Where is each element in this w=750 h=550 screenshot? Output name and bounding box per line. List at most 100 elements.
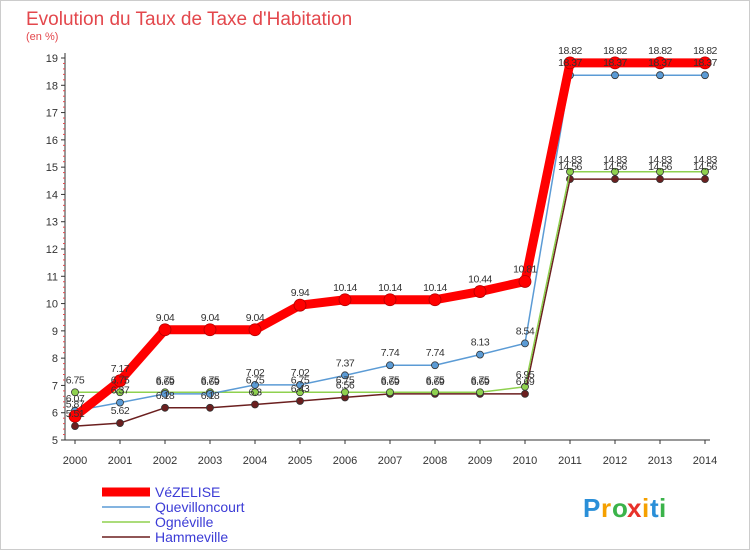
x-tick-label: 2008	[423, 455, 447, 467]
data-point	[116, 419, 124, 427]
data-label: 9.94	[291, 287, 310, 299]
data-label: 5.62	[111, 405, 130, 417]
data-label: 7.02	[291, 367, 310, 379]
data-label: 6.69	[201, 376, 220, 388]
series-labels-2: 6.75 6.75 6.75 6.75 6.75 6.75 6.75 6.75 6.75 6.75…	[66, 154, 718, 386]
y-tick-label: 18	[46, 80, 58, 92]
data-point	[338, 293, 352, 307]
data-label: 7.17	[111, 363, 130, 375]
y-tick-label: 14	[46, 189, 58, 201]
data-point	[113, 374, 127, 388]
data-label: 18.82	[558, 45, 582, 57]
data-point	[251, 400, 259, 409]
series-labels-3: 5.51 5.626.18 6.18 6.3 6.43 6.56 6.69 6.69 6.69 6…	[66, 161, 718, 420]
data-label: 6.75	[111, 374, 130, 386]
series-0	[68, 56, 712, 423]
axes: 5 6 7 8 9 10 11 12 13 14 15 16 17 18 19 2000 2001 2002 200…	[46, 53, 717, 467]
x-tick-label: 2001	[108, 455, 132, 467]
data-label: 14.56	[558, 161, 582, 173]
data-label: 7.02	[246, 367, 265, 379]
series-labels-1: 6.07 6.37 6.69 6.69 7.02 7.02 7.37 7.74 7.74 8.13…	[66, 57, 718, 405]
data-point	[428, 293, 442, 307]
x-tick-label: 2003	[198, 455, 222, 467]
data-label: 6.37	[111, 385, 130, 397]
data-point	[248, 323, 262, 337]
data-label: 6.56	[336, 379, 355, 391]
data-point	[608, 56, 622, 70]
data-label: 14.83	[603, 154, 627, 166]
x-tick-label: 2002	[153, 455, 177, 467]
data-point	[68, 409, 82, 423]
data-label: 6.43	[291, 383, 310, 395]
data-point	[521, 389, 529, 398]
logo-letter: r	[601, 493, 611, 523]
legend-label: Ognéville	[155, 514, 214, 530]
data-point	[386, 361, 394, 370]
data-label: 7.37	[336, 357, 355, 369]
data-label: 10.44	[468, 274, 492, 286]
data-point	[521, 382, 529, 391]
data-label: 6.75	[426, 374, 445, 386]
data-label: 6.75	[201, 374, 220, 386]
logo-letter: i	[659, 493, 666, 523]
series-labels-0: 5.87 7.17 9.04 9.04 9.04 9.94 10.14 10.14 10.14 1…	[66, 45, 718, 410]
data-label: 6.95	[516, 369, 535, 381]
logo-letter: P	[583, 493, 600, 523]
data-label: 6.3	[248, 387, 262, 399]
series-2	[71, 167, 709, 397]
data-point	[71, 422, 79, 430]
data-label: 6.75	[291, 374, 310, 386]
data-label: 10.14	[333, 282, 357, 294]
y-tick-label: 6	[52, 408, 58, 420]
data-point	[518, 275, 532, 288]
data-label: 7.74	[426, 347, 445, 359]
data-label: 6.75	[471, 374, 490, 386]
logo-letter: o	[612, 493, 628, 523]
x-tick-label: 2004	[243, 455, 267, 467]
data-label: 14.83	[558, 154, 582, 166]
data-label: 18.82	[603, 45, 627, 57]
legend-label: Hammeville	[155, 529, 228, 545]
x-tick-label: 2010	[513, 455, 537, 467]
data-point	[431, 361, 439, 370]
y-tick-label: 13	[46, 217, 58, 229]
y-tick-label: 11	[47, 271, 58, 283]
data-point	[296, 380, 304, 389]
y-tick-label: 15	[46, 162, 58, 174]
data-point	[476, 350, 484, 359]
x-tick-label: 2011	[558, 455, 582, 467]
data-label: 14.83	[693, 154, 717, 166]
data-label: 14.56	[648, 161, 672, 173]
data-label: 18.82	[693, 45, 717, 57]
data-label: 6.75	[381, 374, 400, 386]
data-label: 6.07	[66, 393, 85, 405]
x-tick-label: 2012	[603, 455, 627, 467]
data-point	[656, 175, 664, 184]
data-label: 10.14	[423, 282, 447, 294]
y-tick-label: 19	[46, 53, 58, 65]
data-label: 6.75	[336, 374, 355, 386]
data-point	[653, 56, 667, 70]
y-tick-label: 7	[52, 380, 58, 392]
data-label: 6.69	[516, 376, 535, 388]
data-point	[521, 339, 529, 348]
data-label: 18.37	[603, 57, 627, 69]
data-label: 10.81	[513, 263, 537, 275]
chart-title: Evolution du Taux de Taxe d'Habitation	[26, 9, 352, 30]
x-tick-label: 2014	[693, 455, 717, 467]
data-point	[386, 388, 394, 397]
data-point	[701, 175, 709, 184]
legend: VéZELISEQuevilloncourtOgnévilleHammevill…	[102, 484, 245, 545]
data-label: 6.18	[201, 390, 220, 402]
x-tick-label: 2005	[288, 455, 312, 467]
data-point	[701, 71, 709, 80]
y-tick-label: 8	[52, 353, 58, 365]
y-tick-label: 5	[52, 435, 58, 447]
data-point	[251, 380, 259, 389]
data-label: 9.04	[246, 312, 265, 324]
data-point	[203, 323, 217, 337]
data-point	[206, 403, 214, 412]
data-point	[701, 167, 709, 176]
